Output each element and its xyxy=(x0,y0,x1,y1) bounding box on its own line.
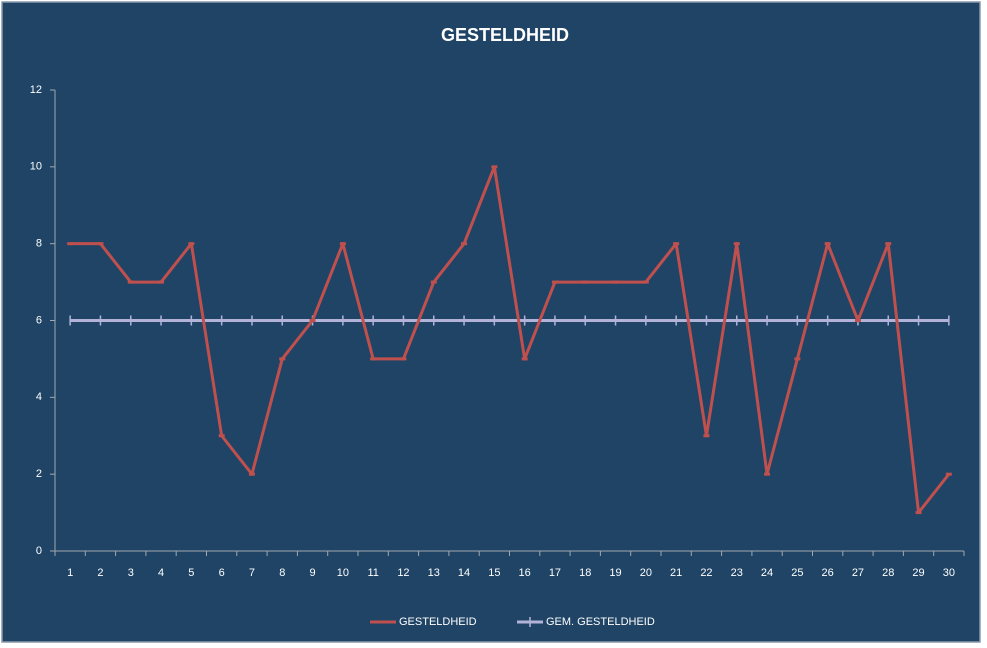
x-tick-label: 5 xyxy=(188,567,194,579)
x-tick-label: 23 xyxy=(731,567,743,579)
x-tick-label: 24 xyxy=(761,567,773,579)
x-tick-label: 11 xyxy=(367,567,378,579)
x-tick-label: 22 xyxy=(700,567,712,579)
x-tick-label: 18 xyxy=(579,567,591,579)
y-tick-label: 12 xyxy=(30,84,42,96)
x-tick-label: 26 xyxy=(822,567,834,579)
x-tick-label: 17 xyxy=(549,567,561,579)
x-tick-label: 28 xyxy=(882,567,894,579)
y-tick-label: 6 xyxy=(36,314,42,326)
x-tick-label: 21 xyxy=(670,567,682,579)
x-tick-label: 27 xyxy=(852,567,864,579)
x-tick-label: 15 xyxy=(488,567,500,579)
y-tick-label: 2 xyxy=(36,468,42,480)
x-tick-label: 1 xyxy=(67,567,73,579)
x-tick-label: 8 xyxy=(279,567,285,579)
y-tick-label: 8 xyxy=(36,238,42,250)
x-tick-label: 19 xyxy=(609,567,621,579)
x-tick-label: 29 xyxy=(912,567,924,579)
y-tick-label: 0 xyxy=(36,545,42,557)
x-tick-label: 9 xyxy=(309,567,315,579)
legend-label: GESTELDHEID xyxy=(399,616,477,628)
y-tick-label: 4 xyxy=(36,391,42,403)
x-tick-label: 12 xyxy=(397,567,409,579)
y-tick-label: 10 xyxy=(30,161,42,173)
series-line xyxy=(70,165,951,515)
x-tick-label: 16 xyxy=(519,567,531,579)
legend-label: GEM. GESTELDHEID xyxy=(546,616,655,628)
x-tick-label: 6 xyxy=(219,567,225,579)
x-tick-label: 2 xyxy=(97,567,103,579)
x-tick-label: 3 xyxy=(128,567,134,579)
x-tick-label: 20 xyxy=(640,567,652,579)
x-tick-label: 7 xyxy=(249,567,255,579)
x-tick-label: 25 xyxy=(791,567,803,579)
x-tick-label: 4 xyxy=(158,567,164,579)
x-tick-label: 30 xyxy=(943,567,955,579)
x-tick-label: 14 xyxy=(458,567,470,579)
x-tick-label: 13 xyxy=(428,567,440,579)
chart-title: GESTELDHEID xyxy=(441,25,569,45)
x-tick-label: 10 xyxy=(337,567,349,579)
